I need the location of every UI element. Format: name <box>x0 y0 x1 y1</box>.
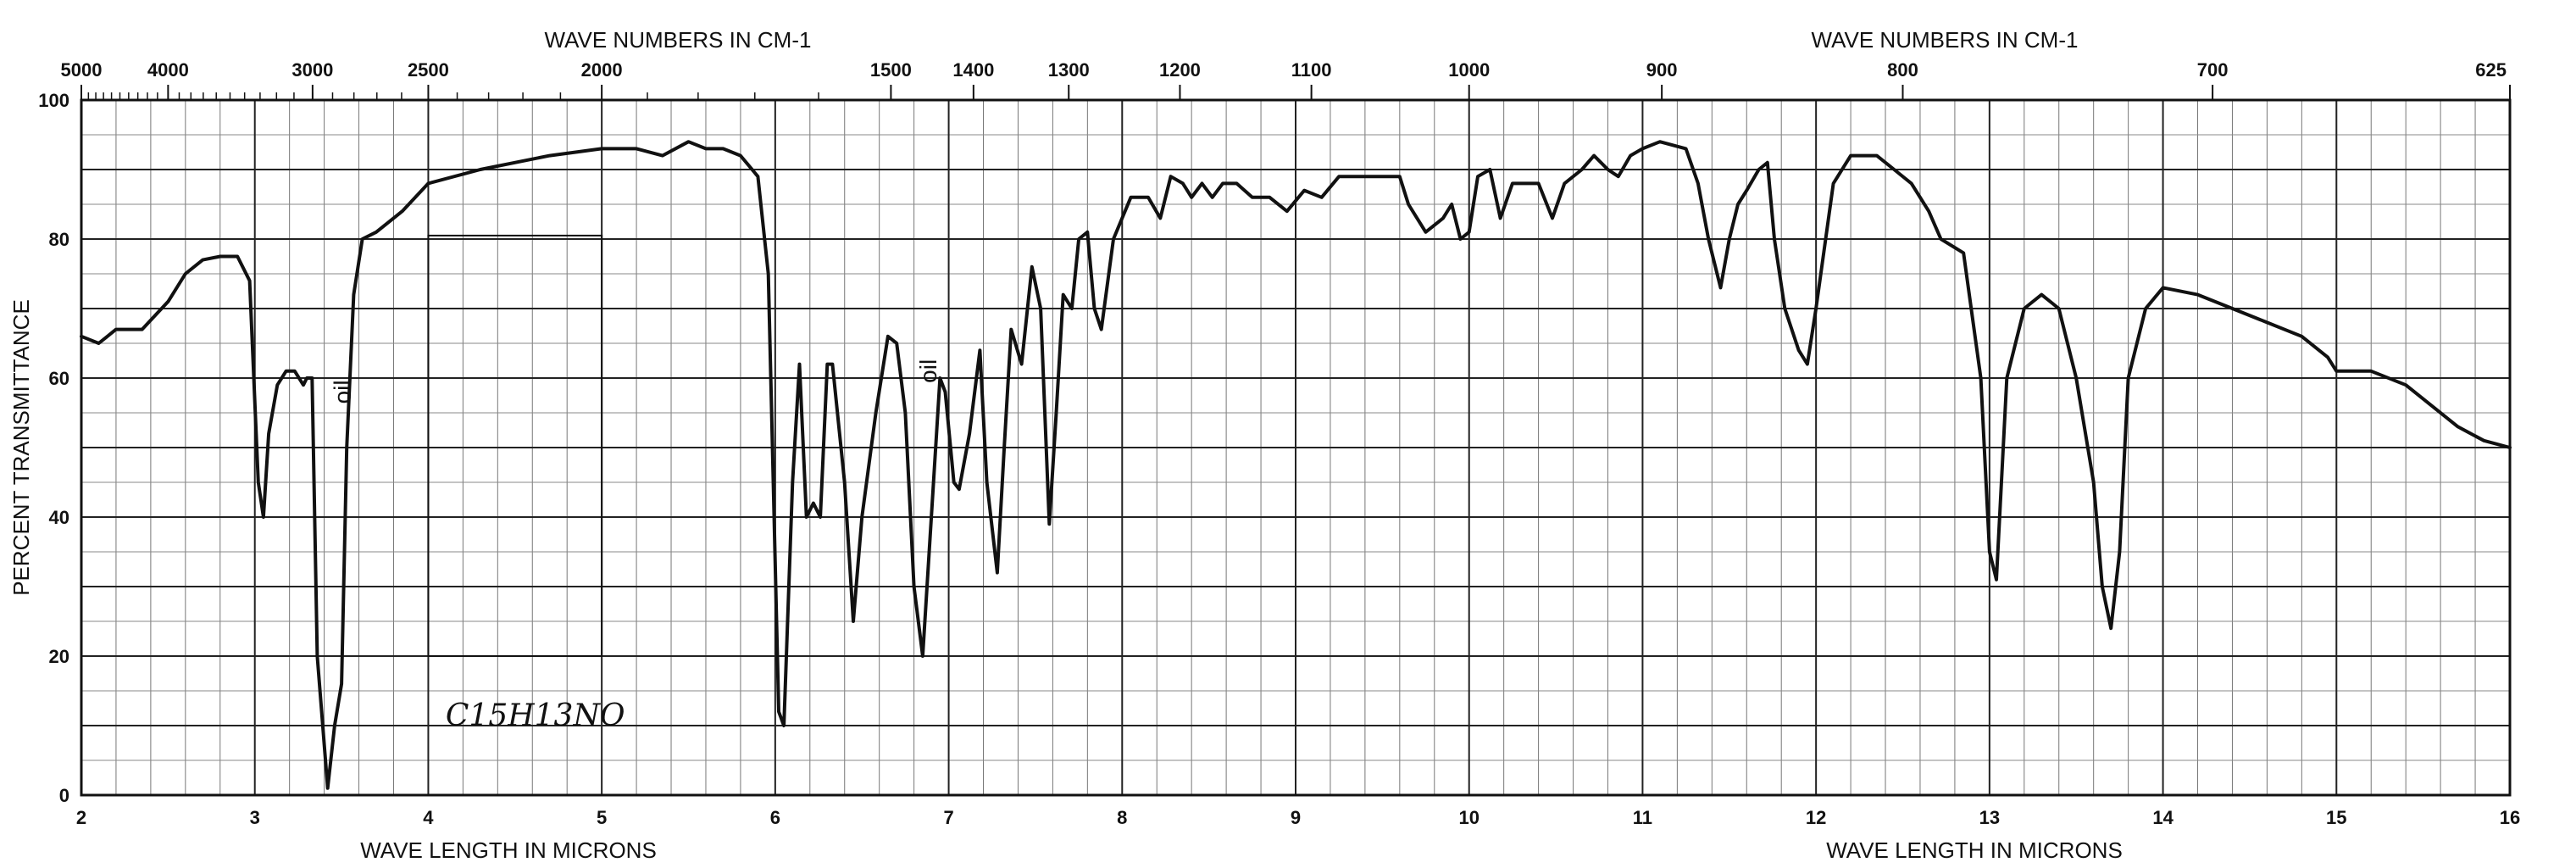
x-tick-label: 5 <box>597 807 607 828</box>
top-axis-title-right: WAVE NUMBERS IN CM-1 <box>1812 27 2079 53</box>
y-tick-label: 20 <box>49 646 69 667</box>
top-tick-label: 1500 <box>870 59 912 81</box>
x-tick-label: 12 <box>1806 807 1826 828</box>
plot-frame <box>80 98 2512 797</box>
x-tick-label: 11 <box>1633 807 1652 828</box>
oil-annotation: oil <box>329 380 355 403</box>
spectrum-line <box>80 140 2512 790</box>
top-tick-label: 4000 <box>147 59 189 81</box>
top-tick-label: 900 <box>1646 59 1678 81</box>
x-tick-label: 9 <box>1291 807 1301 828</box>
labels-layer: WAVE NUMBERS IN CM-1 WAVE NUMBERS IN CM-… <box>8 27 2520 863</box>
oil-annotation: oil <box>915 359 941 383</box>
formula-box <box>427 234 603 657</box>
top-tick-label: 800 <box>1887 59 1918 81</box>
y-tick-label: 80 <box>49 229 69 250</box>
bottom-axis-title-right: WAVE LENGTH IN MICRONS <box>1826 837 2123 863</box>
x-tick-label: 4 <box>423 807 434 828</box>
x-tick-label: 6 <box>770 807 780 828</box>
top-tick-label: 2000 <box>581 59 623 81</box>
top-tick-label: 1200 <box>1159 59 1201 81</box>
y-axis-label: PERCENT TRANSMITTANCE <box>8 299 34 596</box>
top-tick-label: 3000 <box>291 59 333 81</box>
x-tick-label: 10 <box>1458 807 1479 828</box>
top-tick-label: 2500 <box>408 59 449 81</box>
x-tick-label: 13 <box>1979 807 2000 828</box>
y-tick-label: 40 <box>49 507 69 528</box>
series-layer <box>80 140 2512 790</box>
top-tick-label: 1400 <box>952 59 994 81</box>
bottom-axis-title-left: WAVE LENGTH IN MICRONS <box>360 837 657 863</box>
top-tick-label: 1300 <box>1048 59 1090 81</box>
top-tick-label: 1100 <box>1291 59 1332 81</box>
x-tick-label: 3 <box>250 807 260 828</box>
y-tick-label: 0 <box>59 785 69 806</box>
x-tick-label: 15 <box>2326 807 2346 828</box>
x-tick-label: 16 <box>2500 807 2520 828</box>
y-tick-label: 100 <box>38 90 69 111</box>
top-tick-label: 625 <box>2475 59 2507 81</box>
top-axis-title-left: WAVE NUMBERS IN CM-1 <box>545 27 812 53</box>
x-tick-label: 14 <box>2152 807 2174 828</box>
x-tick-label: 7 <box>943 807 953 828</box>
top-tick-label: 5000 <box>61 59 103 81</box>
formula-annotation: C15H13NO <box>446 698 625 733</box>
x-tick-label: 2 <box>76 807 86 828</box>
y-tick-label: 60 <box>49 368 69 389</box>
top-tick-label: 700 <box>2197 59 2229 81</box>
top-tick-label: 1000 <box>1448 59 1490 81</box>
x-tick-label: 8 <box>1117 807 1127 828</box>
